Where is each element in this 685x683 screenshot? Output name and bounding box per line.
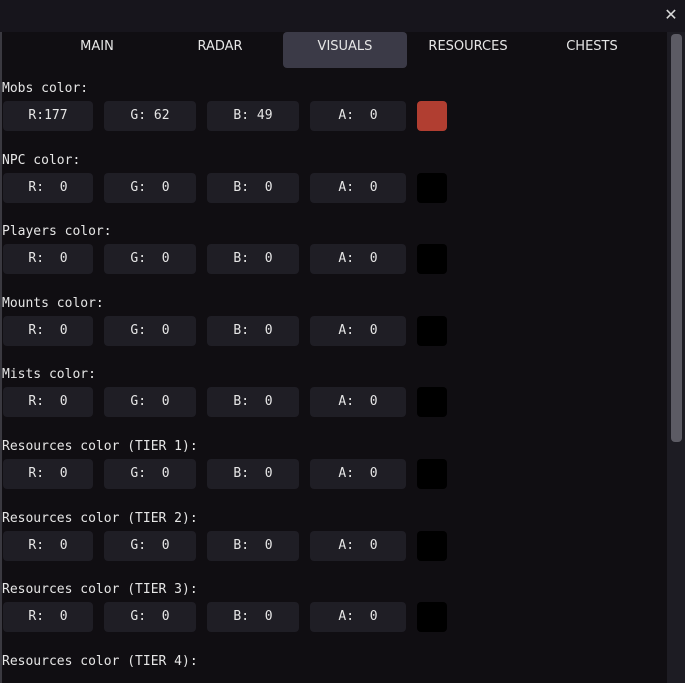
tab-resources[interactable]: RESOURCES	[428, 39, 508, 54]
r-channel-input[interactable]: R: 0	[3, 459, 93, 489]
r-channel-input[interactable]: R: 0	[3, 387, 93, 418]
b-channel-input[interactable]: B: 0	[207, 315, 299, 346]
a-channel-input[interactable]: A: 0	[310, 602, 406, 633]
a-channel-input[interactable]: A: 0	[310, 387, 406, 418]
b-channel-input[interactable]: B: 0	[207, 387, 299, 418]
a-channel-input[interactable]: A: 0	[310, 101, 406, 131]
section-label: Resources color (TIER 3):	[2, 582, 198, 598]
section-label: NPC color:	[2, 152, 81, 168]
a-channel-input[interactable]: A: 0	[310, 172, 406, 203]
g-channel-input[interactable]: G: 0	[104, 315, 196, 346]
r-channel-input[interactable]: R: 0	[3, 530, 93, 561]
b-channel-input[interactable]: B: 0	[207, 530, 299, 561]
r-channel-input[interactable]: R: 0	[3, 172, 93, 203]
a-channel-input[interactable]: A: 0	[310, 459, 406, 489]
section-label: Players color:	[2, 224, 112, 240]
a-channel-input[interactable]: A: 0	[310, 315, 406, 346]
tab-chests[interactable]: CHESTS	[566, 39, 618, 54]
visuals-panel: MAIN RADAR VISUALS RESOURCES CHESTS Mobs…	[0, 32, 669, 683]
close-x-icon[interactable]: ✕	[664, 5, 678, 24]
g-channel-input[interactable]: G: 0	[104, 244, 196, 275]
b-channel-input[interactable]: B: 0	[207, 172, 299, 203]
tab-bar: MAIN RADAR VISUALS RESOURCES CHESTS	[2, 32, 669, 68]
b-channel-input[interactable]: B: 0	[207, 602, 299, 633]
color-swatch[interactable]	[417, 387, 447, 418]
color-swatch[interactable]	[417, 602, 447, 633]
g-channel-input[interactable]: G: 0	[104, 459, 196, 489]
section-label: Resources color (TIER 1):	[2, 439, 198, 454]
tab-radar[interactable]: RADAR	[197, 39, 243, 54]
color-swatch[interactable]	[417, 244, 447, 275]
b-channel-input[interactable]: B: 0	[207, 459, 299, 489]
g-channel-input[interactable]: G: 0	[104, 172, 196, 203]
b-channel-input[interactable]: B: 49	[207, 101, 299, 131]
color-swatch[interactable]	[417, 459, 447, 489]
color-swatch[interactable]	[417, 530, 447, 561]
g-channel-input[interactable]: G: 0	[104, 602, 196, 633]
r-channel-input[interactable]: R: 0	[3, 244, 93, 275]
section-label: Resources color (TIER 2):	[2, 510, 198, 526]
r-channel-input[interactable]: R:177	[3, 101, 93, 131]
tab-visuals[interactable]: VISUALS	[283, 32, 407, 68]
section-label: Mounts color:	[2, 295, 104, 311]
scrollbar[interactable]	[667, 32, 685, 683]
section-label: Mobs color:	[2, 81, 89, 96]
color-swatch[interactable]	[417, 315, 447, 346]
a-channel-input[interactable]: A: 0	[310, 530, 406, 561]
a-channel-input[interactable]: A: 0	[310, 244, 406, 275]
title-bar: ✕	[0, 0, 685, 32]
section-label: Resources color (TIER 4):	[2, 653, 198, 669]
r-channel-input[interactable]: R: 0	[3, 315, 93, 346]
color-swatch[interactable]	[417, 101, 447, 131]
g-channel-input[interactable]: G: 0	[104, 530, 196, 561]
b-channel-input[interactable]: B: 0	[207, 244, 299, 275]
g-channel-input[interactable]: G: 0	[104, 387, 196, 418]
tab-main[interactable]: MAIN	[80, 39, 114, 54]
scrollbar-thumb[interactable]	[671, 34, 682, 442]
r-channel-input[interactable]: R: 0	[3, 602, 93, 633]
section-label: Mists color:	[2, 367, 96, 383]
g-channel-input[interactable]: G: 62	[104, 101, 196, 131]
color-swatch[interactable]	[417, 172, 447, 203]
